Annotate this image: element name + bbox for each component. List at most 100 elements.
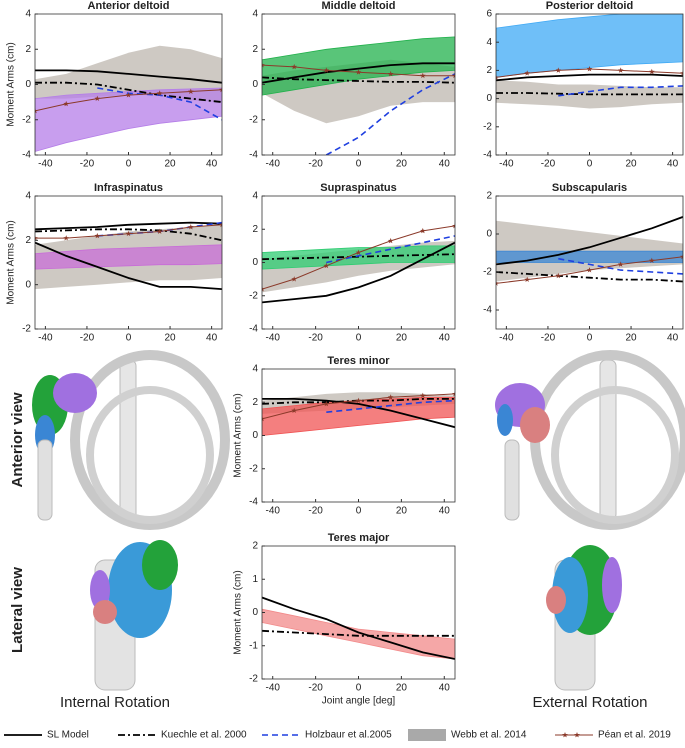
marker: [574, 732, 580, 738]
y-tick-label: 2: [252, 541, 258, 552]
x-tick-label: -40: [38, 159, 53, 170]
plot-area: [35, 45, 222, 152]
legend-swatch: [408, 729, 446, 741]
series-line: [558, 85, 683, 97]
marker: [524, 70, 530, 76]
plot-area: [35, 221, 222, 290]
marker: [649, 257, 655, 263]
marker: [452, 390, 455, 397]
y-tick-label: 2: [252, 44, 258, 55]
y-tick-label: 0: [252, 430, 258, 441]
x-tick-label: 40: [439, 506, 451, 517]
x-tick-label: -40: [265, 333, 280, 344]
marker: [125, 230, 132, 237]
marker: [156, 228, 163, 234]
x-tick-label: -40: [499, 159, 514, 170]
y-tick-label: 2: [25, 44, 31, 55]
y-tick-label: -4: [483, 150, 492, 161]
muscle-fan: [262, 608, 455, 660]
plot-area: [262, 222, 455, 304]
marker: [680, 253, 683, 260]
y-tick-label: 1: [252, 574, 258, 585]
y-tick-label: -4: [249, 497, 258, 508]
plot-area: [262, 36, 455, 155]
series-line: [262, 629, 455, 637]
x-tick-label: -20: [541, 159, 556, 170]
y-axis-label: Moment Arms (cm): [6, 42, 17, 126]
marker: [323, 400, 330, 407]
y-tick-label: 2: [252, 397, 258, 408]
x-tick-label: 40: [439, 333, 451, 344]
marker: [420, 392, 426, 398]
plot-area: [496, 216, 683, 286]
marker: [555, 67, 562, 73]
plot-area: [262, 596, 455, 660]
illustration-anterior-external: [495, 350, 685, 530]
marker: [219, 221, 222, 228]
panel-title: Anterior deltoid: [88, 0, 170, 12]
series-line: [325, 73, 455, 155]
series-line: [326, 399, 455, 413]
marker: [35, 107, 38, 114]
x-tick-label: -40: [499, 333, 514, 344]
view-label: Lateral view: [9, 567, 26, 653]
marker: [63, 235, 69, 241]
series-line: [262, 596, 455, 660]
plot-area: [262, 390, 455, 436]
x-tick-label: 0: [356, 506, 362, 517]
x-tick-label: 0: [356, 333, 362, 344]
marker: [35, 235, 38, 241]
series-line: [97, 87, 222, 121]
axes-box: [261, 368, 456, 503]
legend-label: Péan et al. 2019: [598, 730, 671, 741]
rotation-label: Internal Rotation: [60, 694, 170, 711]
marker: [63, 100, 69, 107]
x-tick-label: -20: [308, 333, 323, 344]
marker: [323, 262, 330, 269]
muscle-fan: [35, 87, 222, 152]
marker: [680, 70, 683, 76]
series-line: [262, 62, 455, 84]
marker: [188, 224, 194, 230]
y-tick-label: 4: [252, 9, 258, 20]
series-line: [35, 69, 222, 84]
panel-title: Subscapularis: [552, 182, 627, 194]
y-tick-label: -2: [483, 267, 492, 278]
marker: [291, 276, 297, 282]
marker: [291, 407, 297, 413]
series-line: [262, 253, 455, 261]
y-tick-label: -4: [249, 150, 258, 161]
x-tick-label: 40: [667, 333, 679, 344]
marker: [262, 415, 265, 422]
muscle-fan: [35, 244, 222, 270]
y-tick-label: 0: [25, 79, 31, 90]
marker: [562, 732, 568, 738]
x-tick-label: -20: [80, 333, 95, 344]
y-tick-label: 0: [486, 229, 492, 240]
marker: [262, 286, 265, 292]
series-line: [262, 398, 455, 429]
marker: [586, 267, 593, 273]
marker: [496, 74, 499, 80]
y-tick-label: 2: [486, 65, 492, 76]
marker: [355, 249, 362, 255]
x-tick-label: 40: [206, 333, 218, 344]
y-tick-label: -4: [249, 324, 258, 335]
marker: [586, 66, 593, 72]
y-tick-label: -2: [249, 114, 258, 125]
x-tick-label: 0: [126, 333, 132, 344]
x-tick-label: 40: [206, 159, 218, 170]
marker: [355, 397, 362, 403]
series-line: [35, 228, 222, 242]
marker: [323, 67, 330, 73]
y-tick-label: 0: [252, 79, 258, 90]
x-axis-label: Joint angle [deg]: [322, 696, 396, 707]
marker: [387, 394, 394, 400]
illustration-anterior-internal: [32, 350, 230, 530]
marker: [420, 72, 426, 79]
y-tick-label: -2: [483, 121, 492, 132]
